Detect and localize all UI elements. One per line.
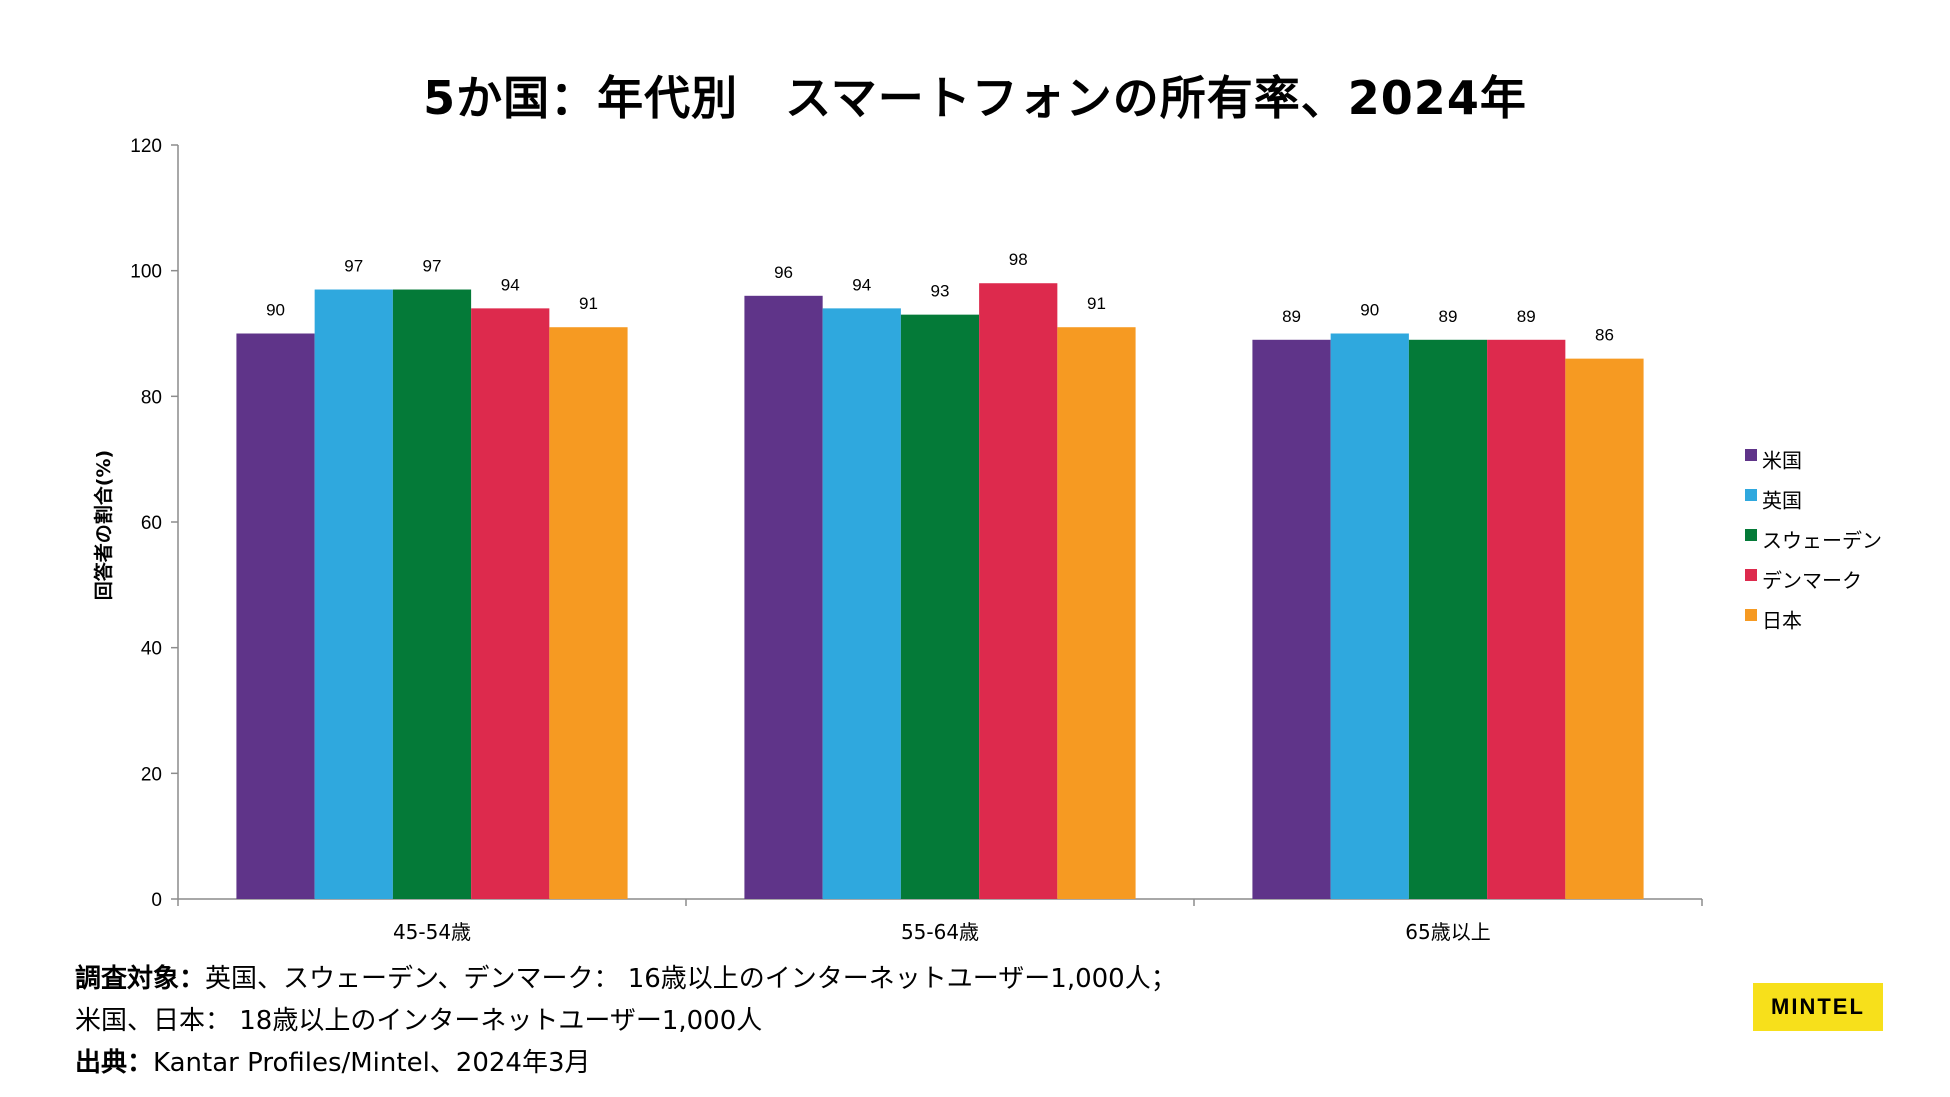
- bar-value-label: 90: [266, 301, 285, 320]
- bar: [549, 327, 628, 899]
- bar-value-label: 89: [1282, 307, 1301, 326]
- bar: [1252, 339, 1331, 899]
- chart-title: 5か国：年代別 スマートフォンの所有率、2024年: [423, 71, 1527, 125]
- bar: [1330, 333, 1409, 899]
- footnote-source: 出典：Kantar Profiles/Mintel、2024年3月: [75, 1042, 591, 1079]
- legend-item: デンマーク: [1745, 569, 1862, 593]
- survey-label: 調査対象：: [75, 964, 206, 994]
- legend-label: 日本: [1762, 609, 1802, 633]
- x-tick-label: 45-54歳: [393, 920, 471, 944]
- legend-label: 英国: [1762, 489, 1802, 513]
- y-tick-label: 120: [130, 136, 162, 157]
- bar-value-label: 97: [344, 257, 363, 276]
- survey-text-2: 米国、日本： 18歳以上のインターネットユーザー1,000人: [75, 1006, 763, 1036]
- survey-text-1: 英国、スウェーデン、デンマーク： 16歳以上のインターネットユーザー1,000人…: [205, 964, 1177, 994]
- source-label: 出典：: [75, 1048, 154, 1078]
- legend-label: 米国: [1762, 449, 1802, 473]
- y-tick-label: 40: [141, 639, 162, 660]
- y-axis-label: 回答者の割合(%): [92, 450, 115, 600]
- bar-value-label: 96: [774, 263, 793, 282]
- bar-value-label: 94: [501, 275, 520, 294]
- bar: [314, 289, 393, 899]
- legend-swatch: [1745, 449, 1757, 461]
- bar-value-label: 94: [852, 275, 871, 294]
- legend-item: 米国: [1745, 449, 1802, 473]
- legend-item: スウェーデン: [1745, 529, 1882, 553]
- x-tick-label: 65歳以上: [1405, 920, 1490, 944]
- bar-value-label: 90: [1360, 301, 1379, 320]
- bar: [236, 333, 315, 899]
- y-tick-label: 60: [141, 513, 162, 534]
- bar: [392, 289, 472, 899]
- footnote-survey-line2: 米国、日本： 18歳以上のインターネットユーザー1,000人: [75, 1000, 762, 1037]
- y-tick-label: 20: [141, 764, 162, 785]
- mintel-logo: MINTEL: [1753, 983, 1883, 1031]
- legend-swatch: [1745, 529, 1757, 541]
- bar: [1408, 339, 1488, 899]
- bar: [900, 314, 980, 899]
- legend-swatch: [1745, 569, 1757, 581]
- source-text: Kantar Profiles/Mintel、2024年3月: [153, 1048, 591, 1078]
- bar: [471, 308, 550, 899]
- x-tick-label: 55-64歳: [901, 920, 979, 944]
- bar: [1565, 358, 1644, 900]
- chart-bars: [236, 283, 1644, 900]
- legend-item: 英国: [1745, 489, 1802, 513]
- bar: [744, 295, 823, 899]
- bar-value-label: 97: [423, 257, 442, 276]
- y-tick-label: 80: [141, 387, 162, 408]
- bar-value-label: 91: [1087, 294, 1106, 313]
- chart-data-labels: 90 96 89 97 94 90 97 93 89 94 98 89 91 91 86: [266, 250, 1614, 344]
- legend-label: スウェーデン: [1762, 529, 1882, 553]
- bar-value-label: 91: [579, 294, 598, 313]
- bar: [822, 308, 901, 899]
- bar-value-label: 86: [1595, 326, 1614, 345]
- bar: [1057, 327, 1136, 899]
- bar-value-label: 89: [1517, 307, 1536, 326]
- bar-value-label: 89: [1439, 307, 1458, 326]
- y-tick-label: 0: [151, 890, 162, 911]
- legend-swatch: [1745, 489, 1757, 501]
- bar-value-label: 93: [931, 282, 950, 301]
- y-tick-label: 100: [130, 262, 162, 283]
- legend-label: デンマーク: [1762, 569, 1862, 593]
- footnote-survey-line1: 調査対象：英国、スウェーデン、デンマーク： 16歳以上のインターネットユーザー1…: [75, 958, 1177, 995]
- legend-item: 日本: [1745, 609, 1802, 633]
- bar: [979, 283, 1058, 899]
- bar-value-label: 98: [1009, 250, 1028, 269]
- bar: [1487, 339, 1566, 899]
- legend-swatch: [1745, 609, 1757, 621]
